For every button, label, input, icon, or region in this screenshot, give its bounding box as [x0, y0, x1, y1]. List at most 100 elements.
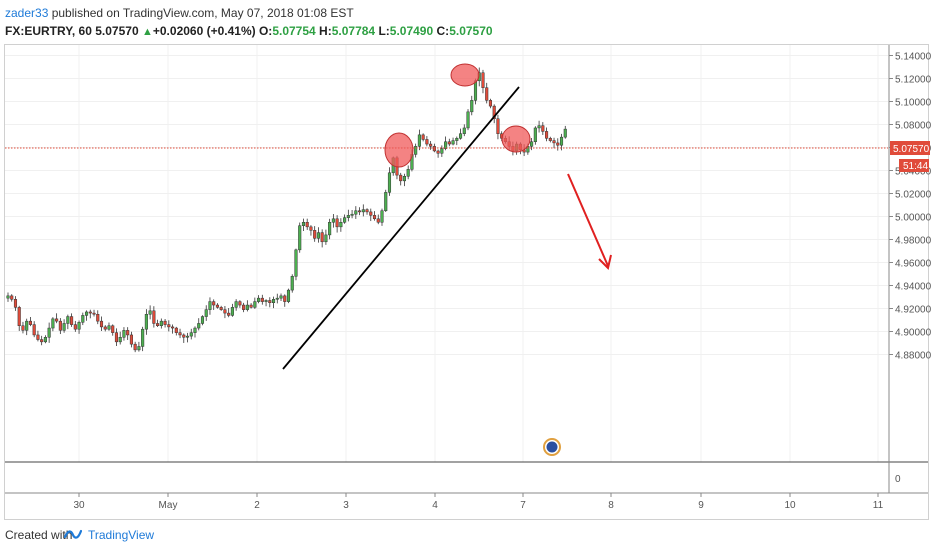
low-value: 5.07490: [389, 24, 434, 38]
candle: [331, 214, 335, 228]
candle-body: [473, 80, 478, 101]
candle: [541, 122, 545, 135]
x-tick-label: 30: [73, 500, 85, 511]
candle: [193, 326, 197, 338]
candle: [268, 297, 272, 308]
candle: [358, 207, 362, 216]
candle-body: [219, 307, 223, 310]
candle-body: [245, 304, 249, 310]
y-tick-label: 4.98000: [895, 236, 932, 247]
candle: [81, 312, 85, 326]
candle-body: [488, 100, 493, 107]
candle: [129, 331, 133, 348]
y-tick-label: 5.02000: [895, 190, 932, 201]
candle-body: [496, 118, 500, 134]
x-tick-label: May: [159, 500, 178, 511]
candle-body: [305, 222, 309, 228]
candle-body: [328, 222, 332, 236]
candle: [40, 335, 44, 346]
candle: [234, 299, 238, 311]
candle-body: [455, 138, 459, 141]
candle-body: [10, 295, 14, 300]
author-link[interactable]: zader33: [5, 6, 49, 20]
last-price: 5.07570: [95, 24, 139, 38]
candle: [13, 296, 18, 311]
candle-body: [440, 148, 444, 154]
candle-body: [552, 140, 556, 144]
candles: [6, 67, 567, 353]
x-tick-label: 8: [608, 500, 614, 511]
chart-header: zader33 published on TradingView.com, Ma…: [0, 0, 932, 44]
candle-body: [372, 215, 377, 220]
down-arrow-head: [598, 254, 612, 270]
candle-body: [361, 209, 365, 213]
candle-body: [320, 232, 324, 243]
candle-body: [343, 217, 347, 223]
candle: [10, 294, 14, 302]
candle: [530, 138, 534, 151]
tradingview-link[interactable]: TradingView: [88, 528, 155, 542]
candle: [350, 210, 354, 219]
candle-body: [193, 327, 197, 333]
y-tick-label: 4.96000: [895, 259, 932, 270]
candle-body: [242, 304, 246, 310]
candle: [212, 299, 216, 311]
candle: [204, 305, 208, 321]
candle-body: [88, 311, 92, 314]
x-tick-label: 10: [784, 500, 796, 511]
candle: [28, 316, 32, 327]
candle: [126, 327, 130, 340]
candle-body: [257, 297, 261, 302]
price-chart[interactable]: 5.140005.120005.100005.080005.060005.040…: [0, 0, 932, 520]
candle: [335, 215, 339, 233]
candle-body: [6, 295, 10, 299]
candle-body: [73, 324, 77, 330]
annotations: [5, 63, 888, 456]
candle-body: [324, 234, 328, 243]
event-icon-flag: [546, 441, 558, 453]
candle-body: [122, 330, 126, 338]
high-value: 5.07784: [331, 24, 376, 38]
x-tick-label: 3: [343, 500, 349, 511]
candle: [563, 125, 567, 139]
candle-body: [144, 314, 148, 330]
candle: [425, 136, 429, 147]
candle: [185, 332, 190, 343]
candle-body: [530, 141, 534, 147]
candle-body: [331, 218, 335, 223]
x-tick-label: 7: [520, 500, 526, 511]
candle: [444, 136, 448, 151]
candle-body: [215, 304, 219, 308]
candle-body: [66, 316, 70, 324]
price-axis[interactable]: 5.140005.120005.100005.080005.060005.040…: [888, 45, 932, 493]
candle: [70, 313, 74, 327]
candle-body: [316, 232, 320, 239]
candle: [103, 325, 107, 332]
candle-body: [313, 230, 317, 239]
y-tick-label: 5.00000: [895, 213, 932, 224]
candle: [279, 293, 283, 301]
candle: [488, 98, 493, 109]
candle: [275, 293, 279, 304]
pattern-circle: [450, 63, 480, 87]
candle: [230, 303, 234, 317]
candle: [343, 214, 347, 224]
candle-body: [481, 72, 485, 88]
candle-body: [425, 139, 429, 145]
high-label: H:: [319, 24, 332, 38]
candle: [99, 316, 104, 332]
candle-body: [436, 150, 440, 154]
candle: [320, 229, 324, 248]
candle: [21, 321, 25, 334]
candle-body: [92, 312, 96, 315]
candle-body: [253, 301, 257, 308]
candle: [481, 69, 485, 94]
candle: [148, 305, 152, 320]
candle-body: [185, 335, 190, 338]
candle: [88, 309, 92, 319]
candle-body: [466, 111, 470, 129]
candle: [152, 306, 156, 328]
time-axis[interactable]: 30 May 2 3 4 7 8 9 10 11: [5, 492, 928, 511]
candle: [559, 133, 564, 151]
candle: [305, 218, 309, 230]
